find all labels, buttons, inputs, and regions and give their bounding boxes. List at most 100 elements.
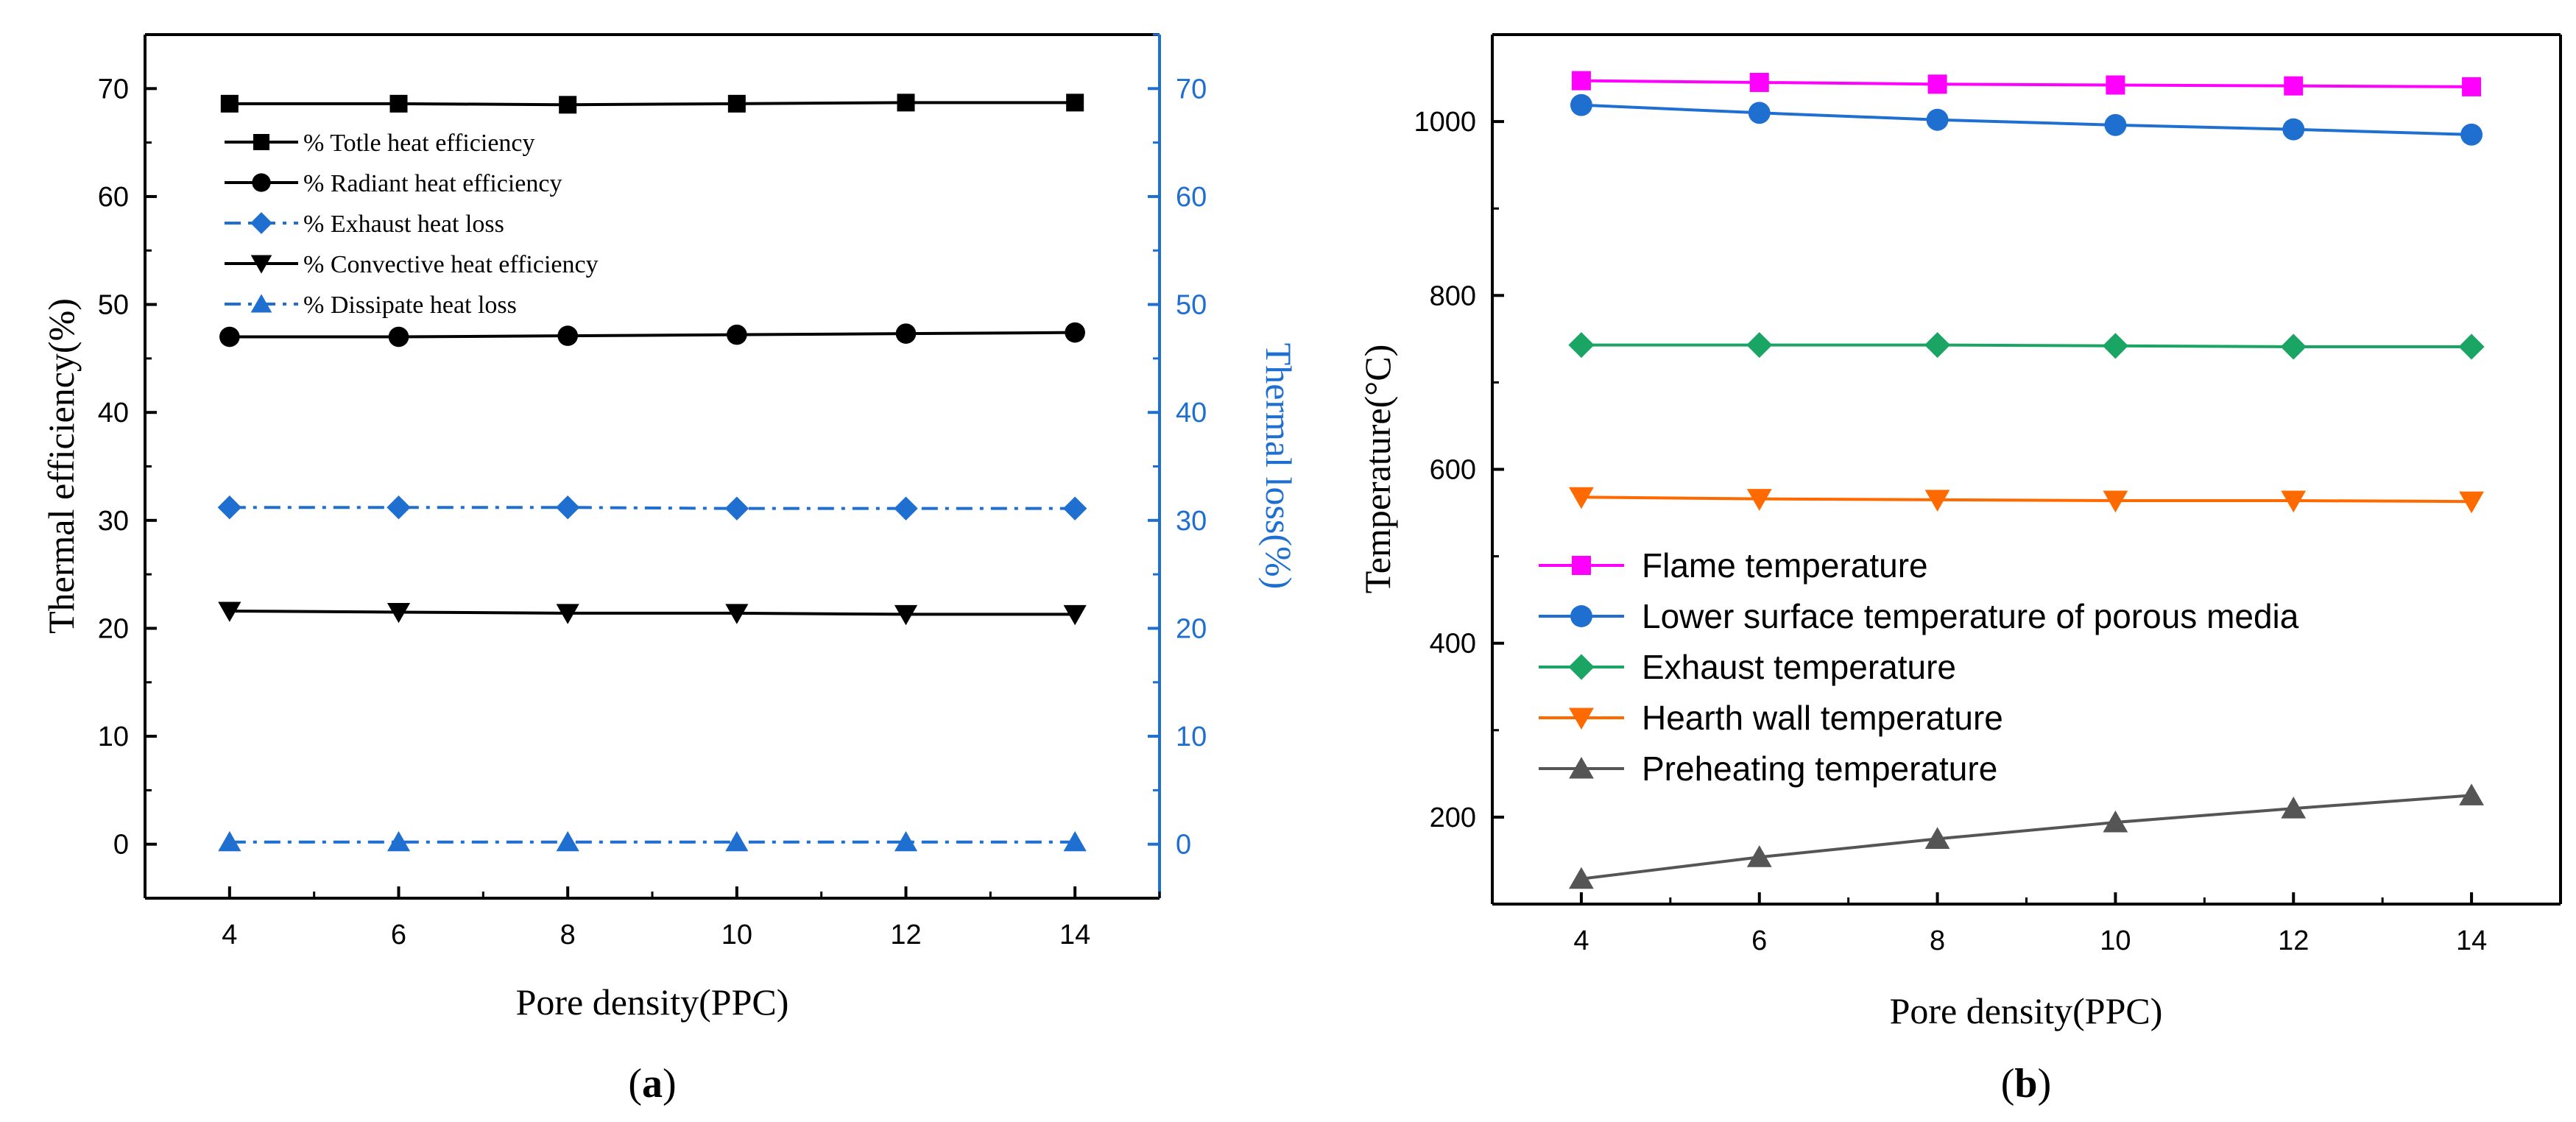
panel-a-series-line	[229, 101, 1076, 107]
panel-a-caption-letter: a	[642, 1061, 663, 1107]
panel-b-data-point	[2281, 490, 2307, 513]
panel-a-series-2	[217, 495, 1087, 521]
panel-a-x-tick-label: 4	[222, 920, 237, 950]
panel-a-legend-label: % Totle heat efficiency	[303, 130, 535, 157]
panel-a-data-point	[555, 495, 580, 520]
panel-a-data-point	[727, 94, 746, 113]
panel-b-legend-marker	[1572, 556, 1591, 575]
panel-a-series-line	[229, 506, 1076, 510]
panel-a-y-tick-label: 40	[98, 398, 129, 428]
panel-b-data-point	[1748, 102, 1771, 124]
panel-b-data-point	[2280, 334, 2307, 360]
panel-a-data-point	[219, 326, 240, 347]
panel-a-legend-label: % Convective heat efficiency	[303, 251, 599, 278]
panel-b-data-point	[1570, 94, 1592, 116]
panel-a-x-tick-label: 6	[391, 920, 406, 950]
panel-a-legend: % Totle heat efficiency % Radiant heat ef…	[225, 130, 599, 319]
panel-b-series-3	[1569, 487, 2484, 514]
panel-b-legend-label: Flame temperature	[1642, 546, 1928, 585]
panel-a-data-point	[217, 495, 242, 520]
panel-b-x-tick-label: 10	[2100, 925, 2131, 956]
panel-b-series-4	[1569, 783, 2484, 889]
panel-b-data-point	[1571, 71, 1591, 91]
panel-b-series-line	[1581, 79, 2472, 88]
panel-a-series-line	[229, 331, 1076, 339]
panel-a-data-point	[559, 96, 577, 114]
panel-b-x-tick-label: 12	[2278, 925, 2309, 956]
panel-a-series-0	[220, 94, 1084, 114]
panel-a-data-point	[725, 830, 749, 852]
panel-a-data-point	[557, 325, 578, 346]
panel-b-data-point	[1926, 108, 1949, 131]
panel-b-data-point	[1569, 487, 1594, 509]
panel-a-data-point	[1062, 496, 1087, 521]
panel-a-series-1	[219, 322, 1085, 347]
panel-a-data-point	[387, 830, 411, 852]
panel-a-y2-tick-label: 40	[1176, 398, 1207, 428]
panel-b-data-point	[2460, 123, 2483, 146]
panel-b-data-point	[2281, 797, 2307, 819]
panel-a-chart: 4 6 8 10 12 14010203040506070010203040506070 …	[40, 33, 1299, 1107]
panel-a-data-point	[218, 830, 241, 852]
panel-a-data-point	[389, 94, 408, 113]
panel-a-data-point	[556, 604, 579, 624]
panel-b-series-line	[1581, 343, 2472, 348]
panel-a-y2-tick-label: 50	[1176, 290, 1207, 321]
panel-a-y-tick-label: 20	[98, 613, 129, 644]
panel-b-legend-label: Hearth wall temperature	[1642, 699, 2003, 737]
panel-b-data-point	[1927, 74, 1947, 94]
panel-a-legend-marker	[252, 173, 271, 192]
panel-b-y-axis-title: Temperature(°C)	[1357, 345, 1398, 594]
panel-a-y-tick-label: 10	[98, 721, 129, 752]
panel-a-legend-marker	[250, 212, 272, 234]
panel-a-data-point	[727, 324, 747, 345]
panel-a-data-point	[724, 496, 749, 521]
panel-a-y2-axis-title: Thermal loss(%)	[1258, 343, 1299, 590]
panel-b-data-point	[2102, 333, 2128, 359]
panel-a-x-tick-label: 8	[560, 920, 576, 950]
panel-b-y-tick-label: 800	[1430, 280, 1476, 311]
panel-b-legend-label: Exhaust temperature	[1642, 648, 1956, 686]
panel-b-series-0	[1571, 71, 2482, 96]
panel-a-x-tick-label: 12	[890, 920, 921, 950]
panel-b-data-point	[1746, 332, 1773, 359]
panel-a-series-3	[218, 601, 1087, 626]
panel-b-data-point	[1924, 827, 1950, 849]
panel-b-data-point	[2284, 76, 2304, 96]
panel-a-y2-tick-label: 70	[1176, 74, 1207, 105]
panel-a-data-point	[1063, 830, 1087, 852]
panel-a-legend-label: % Dissipate heat loss	[303, 292, 517, 319]
panel-b-data-point	[1746, 845, 1772, 867]
panel-a-x-tick-label: 14	[1059, 920, 1090, 950]
panel-a-data-point	[220, 94, 239, 113]
panel-a-data-point	[1066, 94, 1084, 112]
panel-a-series-line	[229, 609, 1076, 616]
panel-a-y2-tick-label: 0	[1176, 830, 1191, 861]
panel-a-data-point	[1065, 322, 1085, 343]
panel-b-x-axis-title: Pore density(PPC)	[1890, 990, 2163, 1031]
panel-b-data-point	[1749, 72, 1769, 92]
panel-a-data-point	[894, 604, 918, 626]
panel-a-data-point	[895, 323, 917, 344]
panel-b-data-point	[2459, 491, 2484, 514]
panel-a-x-tick-label: 10	[721, 920, 752, 950]
panel-b-data-point	[2282, 118, 2305, 141]
panel-a-y-axis-title: Thermal efficiency(%)	[40, 298, 82, 634]
panel-a-x-axis-title: Pore density(PPC)	[516, 981, 789, 1023]
panel-a-y2-tick-label: 10	[1176, 721, 1207, 752]
panel-a-data-point	[388, 326, 409, 347]
panel-b-data-point	[1568, 332, 1595, 359]
panel-b-x-tick-label: 4	[1573, 925, 1589, 956]
panel-a-legend-marker	[250, 255, 272, 274]
panel-a-data-point	[894, 496, 918, 521]
panel-b-data-point	[2106, 75, 2125, 95]
panel-a-caption: (a)	[628, 1061, 676, 1107]
panel-b-data-point	[2459, 783, 2484, 805]
panel-a-legend-marker	[253, 134, 269, 150]
panel-a-legend-label: % Exhaust heat loss	[303, 211, 504, 238]
panel-a-data-point	[218, 601, 241, 622]
panel-a-legend-marker	[250, 294, 272, 313]
panel-b-data-point	[1924, 332, 1951, 359]
panel-b-data-point	[2458, 334, 2485, 360]
